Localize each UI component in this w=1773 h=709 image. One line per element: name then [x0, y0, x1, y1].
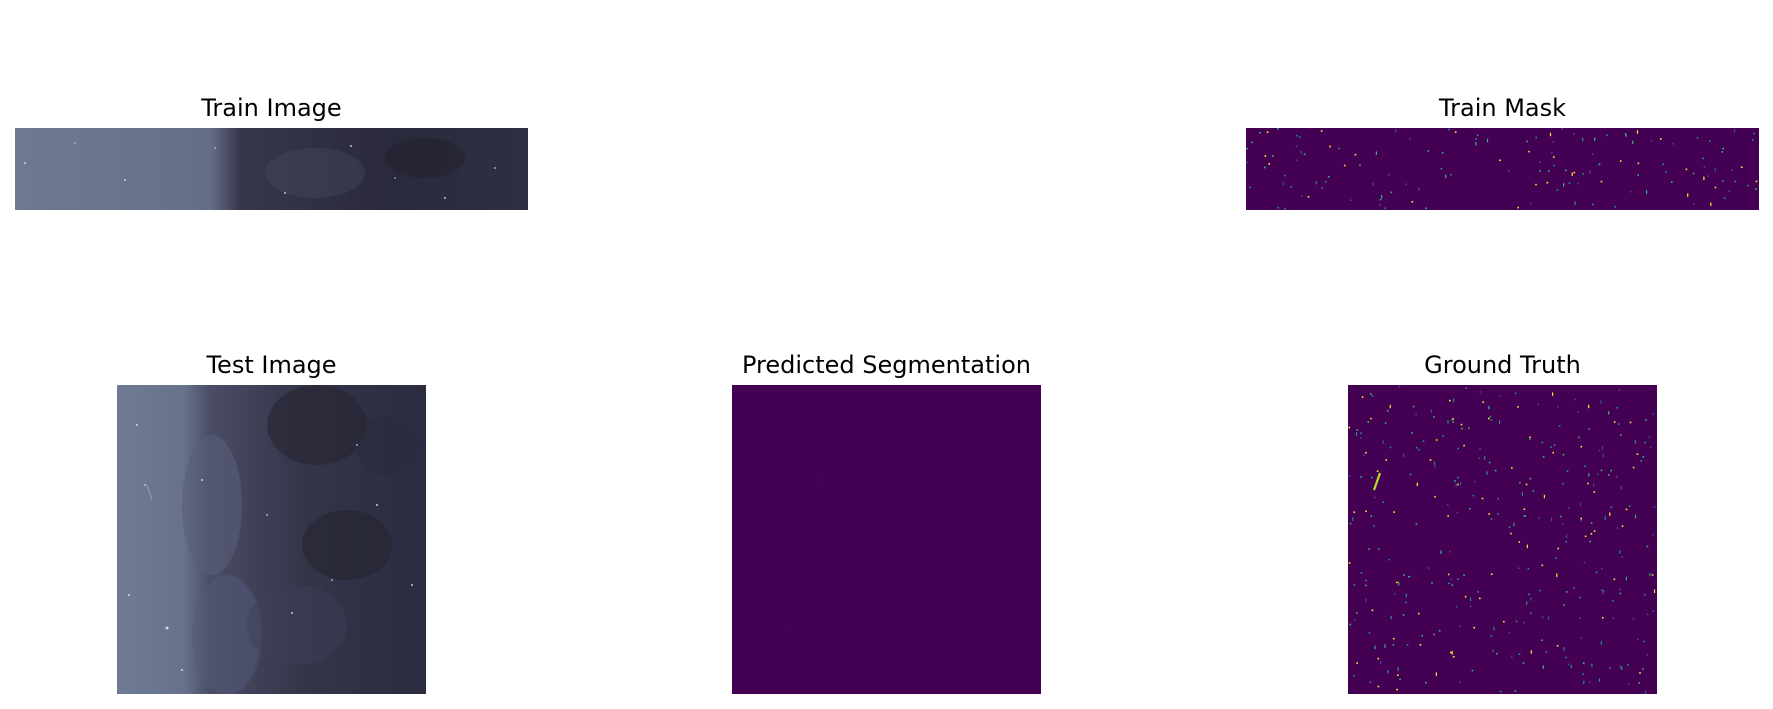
predicted-segmentation-panel: Predicted Segmentation — [732, 345, 1041, 694]
test-image-panel: Test Image — [117, 345, 426, 694]
train-mask-panel: Train Mask — [1246, 88, 1759, 210]
test-image — [117, 385, 426, 694]
train-image-panel: Train Image — [15, 88, 528, 210]
train-mask — [1246, 128, 1759, 210]
test-image-title: Test Image — [206, 351, 337, 379]
predicted-segmentation — [732, 385, 1041, 694]
train-mask-title: Train Mask — [1438, 94, 1567, 122]
train-image-title: Train Image — [201, 94, 342, 122]
predicted-segmentation-title: Predicted Segmentation — [742, 351, 1031, 379]
ground-truth — [1348, 385, 1657, 694]
train-image — [15, 128, 528, 210]
ground-truth-panel: Ground Truth — [1348, 345, 1657, 694]
ground-truth-title: Ground Truth — [1424, 351, 1581, 379]
